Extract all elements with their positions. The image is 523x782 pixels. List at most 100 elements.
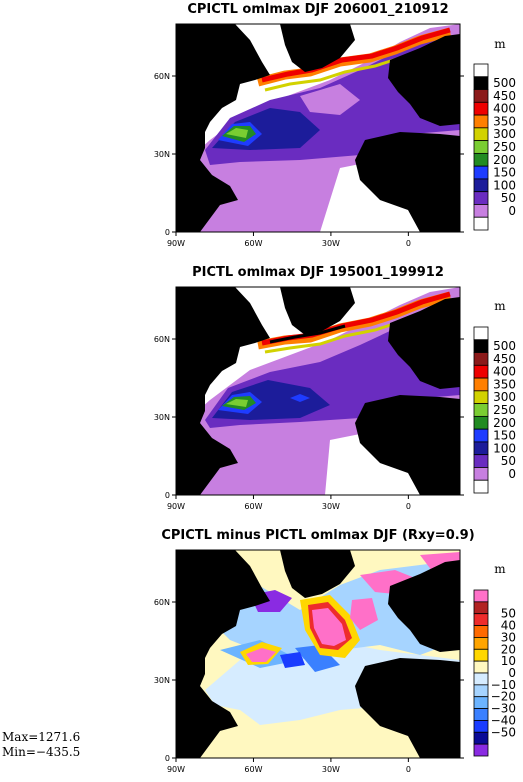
colorbar-swatch xyxy=(473,696,489,709)
colorbar-swatch xyxy=(473,479,489,494)
colorbar-label: 100 xyxy=(493,441,516,455)
stat-max: Max=1271.6 xyxy=(2,730,80,744)
colorbar-swatch xyxy=(473,660,489,674)
colorbar-swatch xyxy=(473,377,489,392)
panel-1-land-africa xyxy=(355,132,460,232)
panel-2-frame xyxy=(175,286,461,496)
panel-1-deep-band-edge xyxy=(264,56,401,92)
panel-1-title: CPICTL omlmax DJF 206001_210912 xyxy=(187,2,448,17)
colorbar-swatch xyxy=(473,454,489,468)
colorbar-swatch xyxy=(473,467,489,481)
colorbar-swatch xyxy=(473,720,489,733)
colorbar-label: 50 xyxy=(501,191,516,205)
colorbar-label: 500 xyxy=(493,76,516,90)
colorbar-label: 500 xyxy=(493,339,516,353)
colorbar-swatch xyxy=(473,415,489,430)
colorbar-swatch xyxy=(473,152,489,167)
colorbar-swatch xyxy=(473,216,489,231)
x-tick-label: 0 xyxy=(406,765,411,774)
y-tick-label: 30N xyxy=(154,413,170,422)
colorbar-swatch xyxy=(473,326,489,341)
colorbar-swatch xyxy=(473,165,489,180)
colorbar-swatch xyxy=(473,191,489,205)
panel-3-land-africa xyxy=(355,658,460,758)
colorbar-swatch xyxy=(473,114,489,129)
colorbar-label: 400 xyxy=(493,365,516,379)
panel-3-land-greenland xyxy=(280,550,355,598)
panel-1: CPICTL omlmax DJF 206001_210912 m xyxy=(175,2,516,233)
x-tick-label: 30W xyxy=(322,502,340,511)
colorbar-label: 150 xyxy=(493,166,516,180)
colorbar-swatch xyxy=(473,101,489,116)
colorbar-swatch xyxy=(473,648,489,662)
colorbar-label: 400 xyxy=(493,102,516,116)
x-tick-label: 60W xyxy=(244,239,262,248)
colorbar-swatch xyxy=(473,731,489,745)
panel-3-field-pos50a xyxy=(246,648,276,662)
panel-1-field-300 xyxy=(226,128,248,138)
colorbar-label: −30 xyxy=(491,702,516,716)
colorbar-label: 300 xyxy=(493,127,516,141)
colorbar-label: 350 xyxy=(493,377,516,391)
colorbar-label: 30 xyxy=(501,630,516,644)
y-tick-label: 60N xyxy=(154,72,170,81)
panel-2-land-africa xyxy=(355,395,460,495)
colorbar-swatch xyxy=(473,364,489,379)
panel-3-land-europe xyxy=(388,560,460,652)
panel-1-deep-band-core xyxy=(261,27,451,83)
y-tick-label: 0 xyxy=(165,754,170,763)
colorbar-swatch xyxy=(473,403,489,417)
panel-2: PICTL omlmax DJF 195001_199912 m 5004504… xyxy=(175,265,516,496)
panel-2-title: PICTL omlmax DJF 195001_199912 xyxy=(192,265,444,280)
y-tick-label: 60N xyxy=(154,335,170,344)
panel-3: CPICTL minus PICTL omlmax DJF (Rxy=0.9) xyxy=(161,528,516,759)
x-tick-label: 60W xyxy=(244,765,262,774)
colorbar-label: 50 xyxy=(501,607,516,621)
x-tick-label: 60W xyxy=(244,502,262,511)
panel-2-unit: m xyxy=(494,299,506,313)
colorbar-swatch xyxy=(473,63,489,78)
colorbar-label: −40 xyxy=(491,713,516,727)
colorbar-label: 20 xyxy=(501,642,516,656)
y-tick-label: 60N xyxy=(154,598,170,607)
x-tick-label: 90W xyxy=(167,502,185,511)
panel-3-field-neg50 xyxy=(280,652,305,668)
panel-2-deep-band-black xyxy=(269,324,346,344)
panel-2-field-200b xyxy=(290,394,310,402)
panel-3-land-americas xyxy=(176,550,270,758)
colorbar-swatch xyxy=(473,76,489,90)
colorbar-swatch xyxy=(473,601,489,615)
colorbar-swatch xyxy=(473,743,489,757)
panel-3-field-neg40 xyxy=(295,645,340,672)
colorbar-swatch xyxy=(473,428,489,443)
colorbar-swatch xyxy=(473,613,489,626)
colorbar-swatch xyxy=(473,204,489,218)
colorbar-swatch xyxy=(473,127,489,142)
panel-1-land-greenland xyxy=(280,24,355,72)
x-tick-label: 30W xyxy=(322,239,340,248)
colorbar-label: 40 xyxy=(501,619,516,633)
y-tick-label: 0 xyxy=(165,491,170,500)
stat-min: Min=−435.5 xyxy=(2,745,80,759)
panel-3-unit: m xyxy=(494,562,506,576)
panel-1-land-americas xyxy=(176,24,270,232)
colorbar-label: 0 xyxy=(508,666,516,680)
colorbar-swatch xyxy=(473,89,489,103)
panel-1-field-150b xyxy=(300,84,360,115)
colorbar-label: 350 xyxy=(493,114,516,128)
colorbar-swatch xyxy=(473,352,489,366)
colorbar-swatch xyxy=(473,708,489,721)
colorbar-label: 10 xyxy=(501,654,516,668)
colorbar-label: 0 xyxy=(508,204,516,218)
panel-1-frame xyxy=(175,23,461,233)
panel-3-field-pos50b xyxy=(312,608,346,646)
panel-1-land-europe xyxy=(388,34,460,126)
panel-2-land-greenland xyxy=(280,287,355,335)
panel-3-title: CPICTL minus PICTL omlmax DJF (Rxy=0.9) xyxy=(161,528,474,543)
x-tick-label: 0 xyxy=(406,239,411,248)
y-tick-label: 30N xyxy=(154,676,170,685)
panel-1-unit: m xyxy=(494,37,506,51)
